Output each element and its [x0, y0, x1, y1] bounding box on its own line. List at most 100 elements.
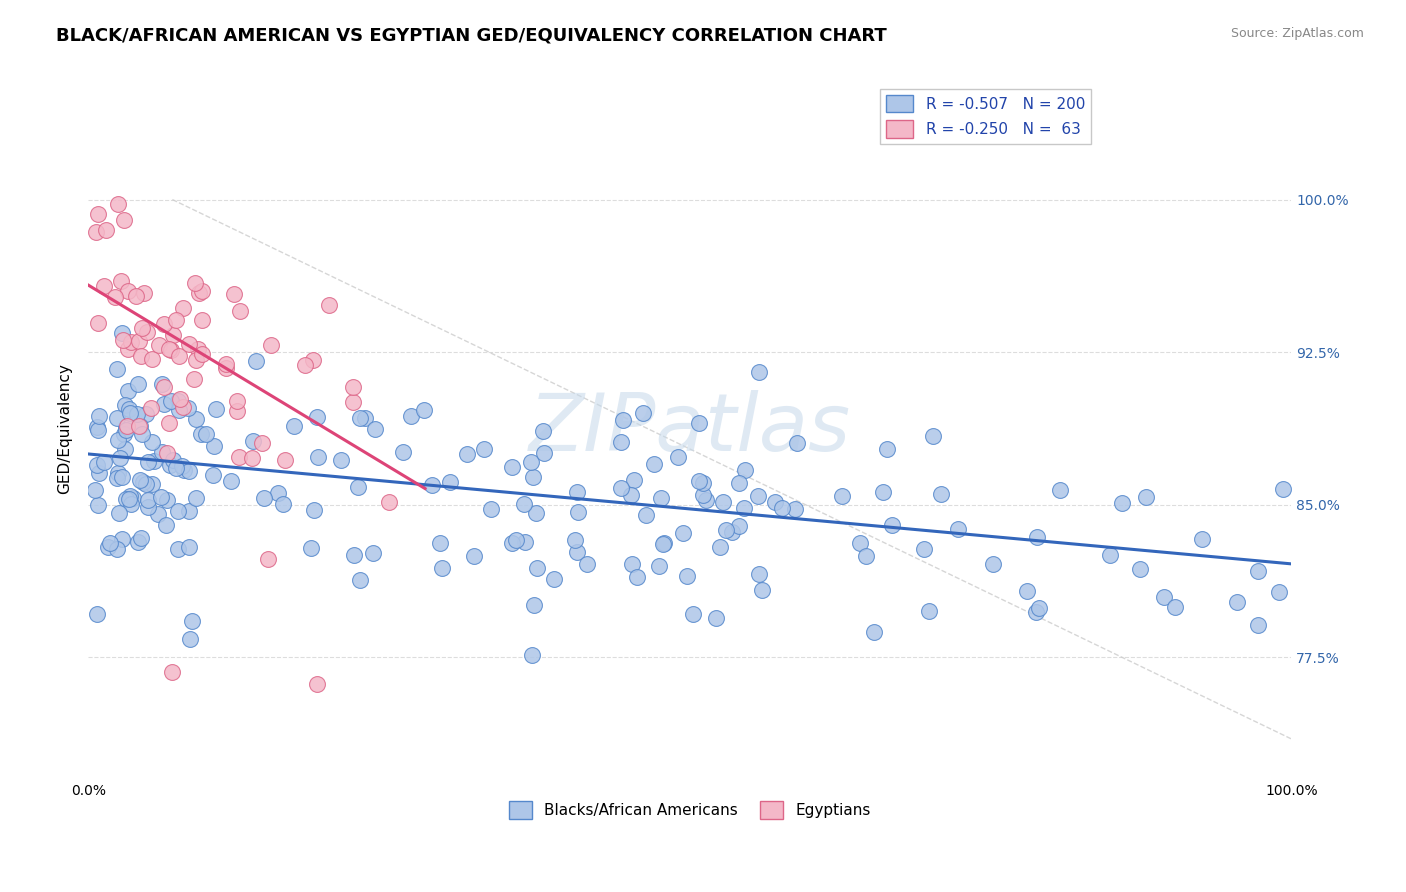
Point — [709, 540, 731, 554]
Point — [128, 473, 150, 487]
Point — [165, 313, 187, 327]
Point — [107, 433, 129, 447]
Point — [86, 607, 108, 621]
Point — [117, 418, 139, 433]
Point — [1135, 490, 1157, 504]
Point — [763, 495, 786, 509]
Point — [181, 614, 204, 628]
Point — [136, 500, 159, 514]
Point — [748, 365, 770, 379]
Point — [392, 444, 415, 458]
Point — [157, 417, 180, 431]
Point — [202, 467, 225, 482]
Point — [87, 466, 110, 480]
Point — [283, 419, 305, 434]
Point — [307, 450, 329, 464]
Point — [302, 353, 325, 368]
Point — [127, 376, 149, 391]
Point — [150, 490, 173, 504]
Point — [946, 522, 969, 536]
Point — [226, 404, 249, 418]
Point — [479, 502, 502, 516]
Point — [342, 395, 364, 409]
Point — [169, 392, 191, 406]
Point — [1247, 565, 1270, 579]
Point — [125, 289, 148, 303]
Point — [135, 476, 157, 491]
Point — [115, 419, 138, 434]
Point — [318, 298, 340, 312]
Point — [190, 284, 212, 298]
Point — [747, 566, 769, 581]
Point — [93, 454, 115, 468]
Point — [184, 412, 207, 426]
Text: Source: ZipAtlas.com: Source: ZipAtlas.com — [1230, 27, 1364, 40]
Point — [179, 503, 201, 517]
Point — [533, 446, 555, 460]
Point — [173, 463, 195, 477]
Point — [215, 360, 238, 375]
Point — [253, 491, 276, 506]
Point — [271, 497, 294, 511]
Point — [100, 536, 122, 550]
Point — [155, 446, 177, 460]
Point — [728, 476, 751, 491]
Point — [675, 569, 697, 583]
Point — [183, 372, 205, 386]
Point — [349, 573, 371, 587]
Point — [342, 380, 364, 394]
Point — [97, 541, 120, 555]
Point — [167, 349, 190, 363]
Point — [463, 549, 485, 564]
Point — [785, 501, 807, 516]
Point — [172, 458, 194, 473]
Point — [1015, 583, 1038, 598]
Point — [157, 342, 180, 356]
Point — [228, 450, 250, 465]
Point — [862, 625, 884, 640]
Point — [429, 535, 451, 549]
Point — [513, 497, 536, 511]
Point — [110, 450, 132, 465]
Point — [179, 464, 201, 478]
Point — [1028, 601, 1050, 615]
Point — [120, 335, 142, 350]
Point — [112, 333, 135, 347]
Point — [143, 454, 166, 468]
Point — [148, 338, 170, 352]
Point — [184, 491, 207, 505]
Point — [96, 223, 118, 237]
Point — [831, 489, 853, 503]
Point — [531, 424, 554, 438]
Point — [564, 533, 586, 548]
Point — [349, 410, 371, 425]
Point — [620, 558, 643, 572]
Point — [882, 518, 904, 533]
Point — [184, 353, 207, 368]
Point — [472, 442, 495, 456]
Point — [682, 607, 704, 621]
Point — [647, 558, 669, 573]
Point — [672, 525, 695, 540]
Point — [666, 450, 689, 464]
Point — [162, 665, 184, 679]
Point — [225, 394, 247, 409]
Point — [150, 377, 173, 392]
Point — [1191, 532, 1213, 546]
Point — [267, 485, 290, 500]
Point — [301, 541, 323, 556]
Point — [93, 279, 115, 293]
Point — [141, 352, 163, 367]
Point — [565, 545, 588, 559]
Point — [240, 451, 263, 466]
Point — [1247, 617, 1270, 632]
Point — [114, 398, 136, 412]
Point — [84, 483, 107, 497]
Point — [153, 380, 176, 394]
Point — [912, 542, 935, 557]
Point — [172, 301, 194, 315]
Point — [526, 561, 548, 575]
Point — [305, 677, 328, 691]
Point — [643, 458, 665, 472]
Point — [688, 416, 710, 430]
